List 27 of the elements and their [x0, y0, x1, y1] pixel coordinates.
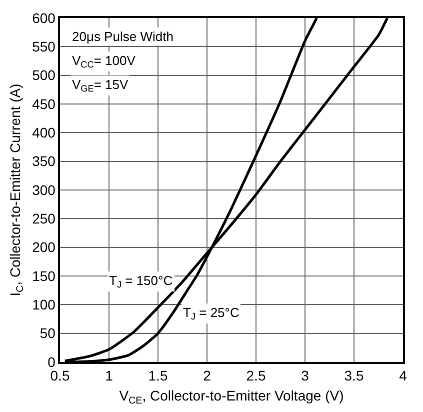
- y-tick-label: 550: [32, 38, 56, 55]
- series-label: T$_{J}$ = 150°C: [109, 273, 173, 290]
- y-tick-label: 500: [32, 67, 56, 84]
- series-label: T$_{J}$ = 25°C: [183, 305, 240, 322]
- x-axis-title: V$_{CE}$, Collector-to-Emitter Voltage (V): [119, 387, 344, 406]
- annotation: V$_{GE}$= 15V: [72, 77, 128, 94]
- y-tick-label: 400: [32, 124, 56, 141]
- y-tick-label: 200: [32, 239, 56, 256]
- x-tick-label: 0.5: [50, 368, 70, 384]
- y-tick-label: 350: [32, 153, 56, 170]
- y-tick-label: 0: [48, 354, 56, 370]
- y-tick-label: 100: [32, 296, 56, 313]
- y-tick-label: 250: [32, 210, 56, 227]
- y-tick-label: 300: [32, 182, 56, 198]
- y-tick-label: 450: [32, 96, 56, 112]
- x-tick-label: 4: [399, 368, 408, 384]
- x-tick-label: 3.5: [344, 368, 364, 384]
- x-tick-label: 2: [203, 368, 212, 384]
- annotation: 20μs Pulse Width: [72, 29, 174, 44]
- x-tick-label: 3: [301, 368, 310, 384]
- y-tick-label: 150: [32, 268, 56, 284]
- y-tick-label: 600: [32, 10, 56, 26]
- annotation: V$_{CC}$= 100V: [72, 53, 136, 70]
- x-tick-label: 1: [105, 368, 114, 384]
- y-tick-label: 50: [40, 325, 56, 342]
- x-tick-label: 2.5: [246, 368, 266, 384]
- x-tick-label: 1.5: [148, 368, 168, 384]
